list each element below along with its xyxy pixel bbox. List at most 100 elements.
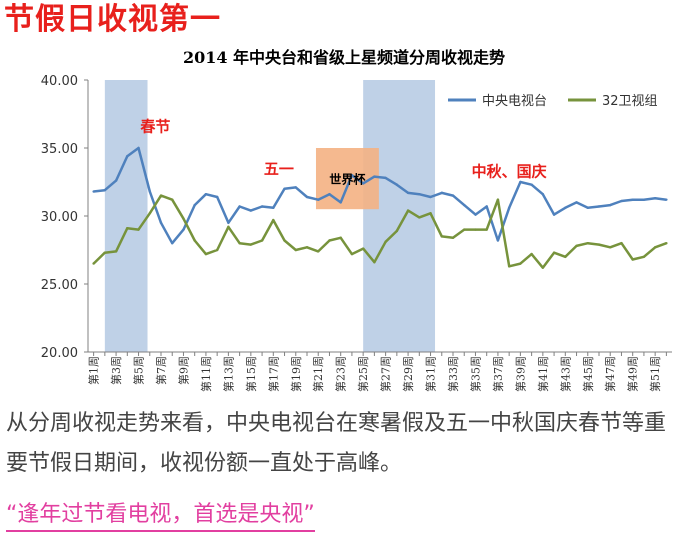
series-1-point	[440, 191, 443, 195]
series-2-point	[350, 252, 354, 256]
series-2-point	[665, 242, 668, 245]
y-tick-label: 35.00	[41, 142, 78, 157]
series-1-point	[451, 194, 455, 197]
series-1-point	[272, 206, 275, 210]
x-tick-label: 第13周	[221, 356, 235, 392]
series-2-point	[631, 258, 634, 261]
series-1-point	[395, 183, 399, 186]
x-tick-label: 第45周	[581, 356, 595, 392]
series-2-point	[283, 239, 286, 242]
x-tick-label: 第29周	[401, 356, 415, 392]
series-1-point	[597, 205, 601, 208]
series-2-point	[126, 227, 129, 230]
series-1-point	[103, 188, 107, 192]
body-text: 从分周收视走势来看，中央电视台在寒暑假及五一中秋国庆春节等重要节假日期间，收视份…	[6, 411, 667, 476]
series-2-point	[294, 248, 297, 252]
series-1-point	[418, 193, 421, 196]
slogan: “逢年过节看电视，首选是央视”	[6, 500, 315, 532]
series-2-point	[463, 228, 466, 231]
series-1-point	[373, 175, 376, 178]
series-1-point	[126, 154, 129, 158]
series-2-point	[541, 266, 545, 269]
series-2-point	[171, 198, 174, 201]
holiday-annotation: 春节	[140, 118, 170, 136]
series-2-point	[395, 229, 399, 233]
series-2-point	[552, 251, 556, 254]
headline: 节假日收视第一	[4, 2, 221, 37]
series-1-point	[530, 183, 533, 186]
y-tick-label: 30.00	[41, 210, 78, 225]
x-tick-label: 第17周	[266, 356, 280, 392]
series-2-point	[406, 209, 410, 212]
x-tick-label: 第43周	[558, 356, 572, 392]
x-tick-label: 第39周	[513, 356, 527, 392]
series-2-point	[474, 228, 477, 231]
x-tick-label: 第15周	[244, 356, 258, 392]
series-2-point	[148, 212, 151, 215]
series-2-point	[418, 216, 421, 219]
series-1-point	[317, 198, 320, 201]
series-2-point	[373, 261, 376, 264]
series-1-point	[519, 180, 522, 184]
series-1-point	[294, 186, 297, 189]
x-tick-label: 第31周	[424, 356, 438, 392]
holiday-annotation: 中秋、国庆	[472, 163, 547, 181]
x-tick-label: 第23周	[334, 356, 348, 392]
x-tick-label: 第11周	[199, 356, 213, 392]
series-1-point	[328, 193, 331, 196]
series-1-point	[642, 198, 646, 201]
chart-title: 2014 年中央台和省级上星频道分周收视走势	[182, 48, 506, 67]
series-1-point	[305, 195, 309, 199]
series-1-point	[496, 239, 500, 242]
x-tick-label: 第49周	[626, 356, 640, 392]
series-1-point	[384, 176, 387, 180]
series-1-point	[541, 193, 545, 196]
series-1-point	[339, 201, 342, 204]
series-1-point	[631, 198, 634, 201]
series-2-point	[159, 194, 163, 197]
series-1-point	[429, 195, 432, 199]
world-cup-highlight-box	[315, 148, 379, 210]
x-tick-label: 第3周	[109, 356, 123, 385]
series-2-point	[260, 239, 264, 242]
series-1-point	[204, 193, 208, 196]
y-tick-label: 25.00	[41, 278, 78, 293]
series-2-point	[519, 262, 522, 265]
series-1-point	[507, 206, 511, 210]
series-1-point	[665, 198, 668, 201]
series-2-point	[620, 242, 623, 245]
x-tick-label: 第37周	[491, 356, 505, 392]
series-1-point	[406, 191, 410, 195]
series-2-point	[609, 246, 612, 249]
series-2-point	[249, 243, 253, 246]
legend-label-2: 32卫视组	[602, 94, 658, 109]
series-1-point	[260, 205, 264, 208]
series-2-point	[429, 212, 432, 215]
series-2-point	[272, 218, 275, 222]
series-2-point	[204, 252, 208, 256]
series-2-point	[586, 242, 589, 245]
x-tick-label: 第25周	[356, 356, 370, 392]
series-line-2	[92, 194, 667, 269]
series-2-point	[317, 250, 320, 253]
series-2-point	[440, 235, 443, 238]
world-cup-label: 世界杯	[329, 172, 366, 187]
series-2-point	[530, 252, 533, 256]
series-2-point	[653, 246, 657, 249]
series-1-point	[575, 201, 578, 204]
series-1-point	[552, 213, 556, 216]
series-1-point	[474, 213, 477, 216]
x-tick-label: 第33周	[446, 356, 460, 392]
series-2-point	[642, 255, 646, 258]
series-2-point	[193, 239, 196, 242]
series-2-point	[361, 247, 365, 250]
series-2-point	[227, 225, 230, 229]
series-2-point	[92, 262, 95, 265]
x-tick-label: 第21周	[311, 356, 325, 392]
y-tick-label: 20.00	[41, 346, 78, 361]
series-1-point	[227, 221, 230, 224]
shaded-period-1	[104, 80, 148, 352]
series-2-point	[597, 243, 601, 246]
series-2-point	[137, 228, 140, 231]
series-1-point	[283, 187, 286, 190]
